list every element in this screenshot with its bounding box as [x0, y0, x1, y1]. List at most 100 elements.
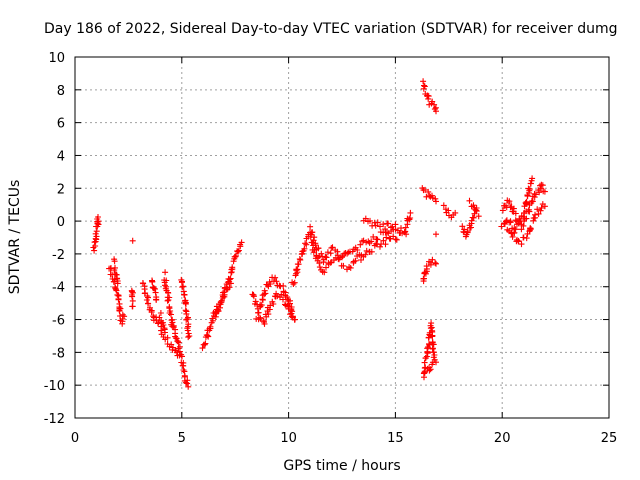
data-point [431, 101, 438, 108]
data-point [129, 297, 136, 304]
data-point [229, 266, 236, 273]
data-point [529, 175, 536, 182]
data-point [498, 223, 505, 230]
data-point [525, 206, 532, 213]
data-point [527, 225, 534, 232]
data-point [311, 234, 318, 241]
data-point [323, 264, 329, 271]
data-point [352, 257, 359, 264]
data-point [179, 353, 185, 360]
data-point [270, 301, 277, 307]
data-point [199, 345, 206, 352]
data-point [238, 239, 245, 246]
data-point [520, 222, 527, 229]
data-point [392, 236, 399, 243]
data-point [501, 221, 508, 228]
data-point [162, 282, 168, 289]
data-point [420, 275, 427, 282]
data-point [512, 226, 519, 233]
data-point [309, 229, 316, 236]
data-point [182, 301, 189, 307]
data-point [226, 284, 233, 291]
data-point [205, 333, 212, 340]
data-point [162, 269, 169, 276]
data-point [433, 108, 439, 115]
data-point [407, 215, 414, 221]
y-tick-label: 10 [48, 51, 65, 66]
data-point [301, 245, 308, 252]
y-tick-label: -4 [52, 281, 65, 296]
data-point [111, 258, 118, 265]
data-point [377, 243, 383, 250]
data-point [291, 279, 298, 286]
chart-title: Day 186 of 2022, Sidereal Day-to-day VTE… [44, 21, 618, 37]
data-point [91, 247, 98, 254]
data-point [430, 349, 437, 356]
data-point [184, 316, 191, 323]
data-point [290, 281, 297, 287]
data-point [323, 254, 330, 261]
data-point [322, 253, 329, 260]
data-point [422, 186, 429, 193]
data-point [382, 226, 389, 232]
y-tick-label: -10 [44, 379, 65, 394]
data-point [527, 180, 534, 187]
data-point [169, 319, 176, 326]
data-point [274, 293, 281, 300]
data-point [227, 280, 234, 287]
data-point [176, 348, 183, 355]
data-point [532, 214, 539, 221]
data-point [425, 93, 432, 100]
data-point [440, 202, 447, 209]
data-point [534, 206, 541, 213]
data-point [165, 297, 172, 303]
data-point [129, 303, 136, 310]
data-point [235, 248, 241, 255]
data-point [403, 231, 410, 238]
grid [75, 57, 609, 418]
data-point [541, 203, 548, 210]
data-point [370, 233, 377, 240]
data-point [315, 245, 322, 252]
data-point [218, 297, 225, 304]
y-tick-label: 8 [57, 84, 65, 99]
data-point [532, 191, 539, 198]
data-point [272, 274, 279, 281]
data-point [183, 310, 190, 317]
data-point [181, 291, 188, 298]
data-point [374, 236, 381, 243]
data-point [393, 236, 400, 243]
data-point [507, 219, 514, 226]
data-point [299, 250, 306, 257]
x-axis-label: GPS time / hours [283, 458, 400, 474]
data-point [119, 311, 126, 318]
data-point [303, 241, 310, 248]
data-point [528, 226, 534, 232]
data-point [316, 264, 323, 271]
data-point [150, 313, 157, 320]
data-point [233, 252, 239, 259]
data-point [385, 220, 392, 227]
data-point [524, 193, 531, 200]
data-point [367, 217, 373, 224]
data-point [541, 188, 548, 195]
data-point [512, 210, 519, 217]
data-point [201, 341, 208, 348]
data-point [288, 307, 295, 314]
data-point [114, 280, 121, 287]
data-point [383, 234, 390, 241]
data-point [475, 213, 482, 220]
data-point [168, 311, 174, 318]
data-point [182, 307, 189, 314]
data-point [262, 290, 269, 297]
data-point [158, 323, 165, 330]
data-point [94, 220, 101, 227]
data-point [347, 264, 354, 271]
y-tick-label: -2 [52, 248, 65, 263]
data-point [506, 198, 513, 205]
data-point [529, 198, 536, 205]
data-point [152, 289, 159, 296]
y-tick-label: -6 [52, 314, 65, 329]
plot-frame [74, 56, 610, 419]
